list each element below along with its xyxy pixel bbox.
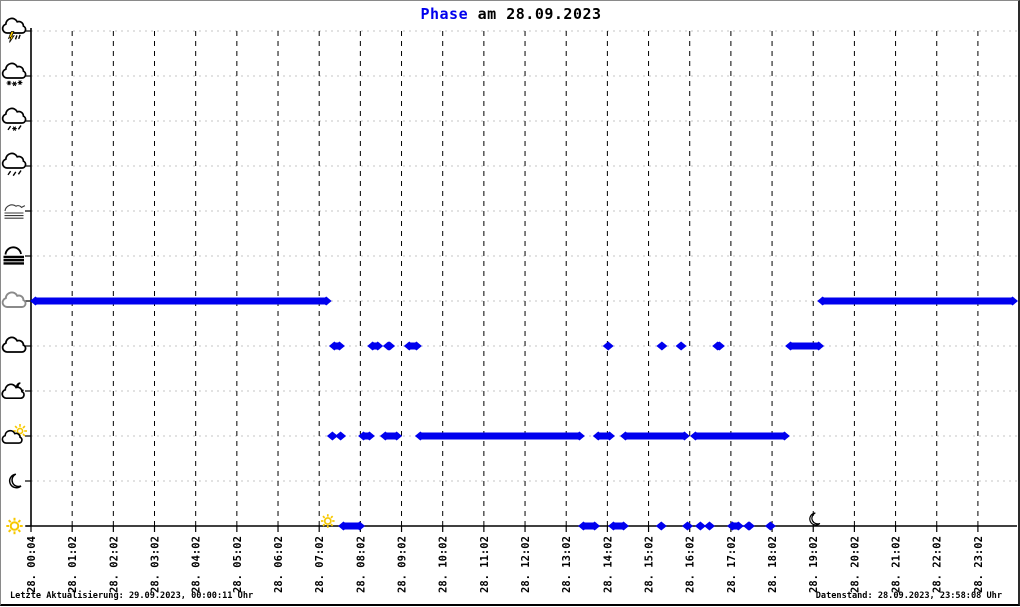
horizontal-gridlines [31, 30, 1017, 527]
phase-data-point [335, 431, 347, 441]
phase-data-run [785, 341, 825, 351]
clear-night-icon [8, 473, 22, 489]
sleet-icon [1, 107, 27, 131]
partly-cloudy-day-icon [1, 424, 27, 444]
partly-cloudy-night-icon [1, 382, 25, 400]
x-tick-label: 28. 00:04 [26, 536, 38, 593]
x-tick-label: 28. 08:02 [355, 536, 367, 593]
x-tick-label: 28. 05:02 [232, 536, 244, 593]
x-tick-label: 28. 20:02 [849, 536, 861, 593]
sunset-moon-icon [809, 512, 821, 526]
last-update-text: Letzte Aktualisierung: 29.09.2023, 00:00… [10, 591, 254, 601]
mist-icon [4, 204, 26, 219]
phase-data-point [704, 521, 715, 531]
phase-data-point [602, 341, 614, 351]
phase-data-run [817, 296, 1018, 306]
x-tick-label: 28. 19:02 [808, 536, 820, 593]
cloudy-icon [1, 336, 27, 353]
thunderstorm-icon [1, 17, 27, 43]
data-state-text: Datenstand: 28.09.2023, 23:58:08 Uhr [815, 591, 1002, 601]
phase-data-point [655, 521, 667, 531]
x-tick-label: 28. 15:02 [644, 536, 656, 593]
phase-data-point [326, 431, 338, 441]
x-tick-label: 28. 09:02 [397, 536, 409, 593]
phase-data-run [414, 431, 585, 441]
fog-icon [3, 246, 24, 265]
rain-icon [1, 152, 27, 177]
phase-data-point [656, 341, 668, 351]
clear-day-icon [6, 517, 23, 535]
phase-data-run [690, 431, 790, 441]
phase-data-run [727, 521, 744, 531]
phase-data-run [338, 521, 366, 531]
phase-data-point [675, 341, 687, 351]
phase-data-point [694, 521, 706, 531]
x-tick-label: 28. 14:02 [602, 536, 614, 593]
phase-data-run [592, 431, 615, 441]
x-tick-label: 28. 22:02 [932, 536, 944, 593]
x-tick-label: 28. 21:02 [891, 536, 903, 593]
x-tick-label: 28. 01:02 [67, 536, 79, 593]
series-phase [30, 296, 1018, 531]
phase-data-run [578, 521, 601, 531]
phase-data-run [328, 341, 345, 351]
x-tick-label: 28. 13:02 [561, 536, 573, 593]
chart-title: Phase am 28.09.2023 [1, 5, 1020, 23]
phase-data-run [358, 431, 375, 441]
x-tick-label: 28. 11:02 [479, 536, 491, 593]
chart-title-keyword: Phase [420, 5, 469, 23]
x-tick-label: 28. 16:02 [685, 536, 697, 593]
x-tick-labels: 28. 00:04 28. 01:02 28. 02:02 28. 03:02 28. … [26, 536, 985, 593]
x-tick-label: 28. 03:02 [150, 536, 162, 593]
phase-data-point [682, 521, 693, 531]
overcast-icon [1, 291, 27, 308]
snow-icon [1, 62, 27, 87]
x-tick-label: 28. 17:02 [726, 536, 738, 593]
x-tick-label: 28. 12:02 [520, 536, 532, 593]
x-tick-label: 28. 10:02 [438, 536, 450, 593]
x-tick-label: 28. 07:02 [314, 536, 326, 593]
phase-data-run [620, 431, 690, 441]
vertical-gridlines [71, 31, 979, 526]
y-axis-weather-icons [1, 17, 27, 535]
phase-data-run [367, 341, 384, 351]
x-tick-label: 28. 06:02 [273, 536, 285, 593]
phase-data-run [379, 431, 403, 441]
phase-data-run [712, 341, 725, 351]
phase-data-point [764, 521, 776, 531]
sunrise-sun-icon [320, 514, 335, 528]
phase-data-run [382, 341, 396, 351]
axes [25, 28, 1017, 532]
x-tick-label: 28. 18:02 [767, 536, 779, 593]
phase-data-run [30, 296, 332, 306]
chart-title-date: am 28.09.2023 [468, 5, 602, 23]
x-tick-label: 28. 04:02 [191, 536, 203, 593]
phase-data-run [403, 341, 422, 351]
x-tick-label: 28. 23:02 [973, 536, 985, 593]
phase-data-run [608, 521, 629, 531]
x-tick-label: 28. 02:02 [108, 536, 120, 593]
phase-data-run [743, 521, 755, 531]
